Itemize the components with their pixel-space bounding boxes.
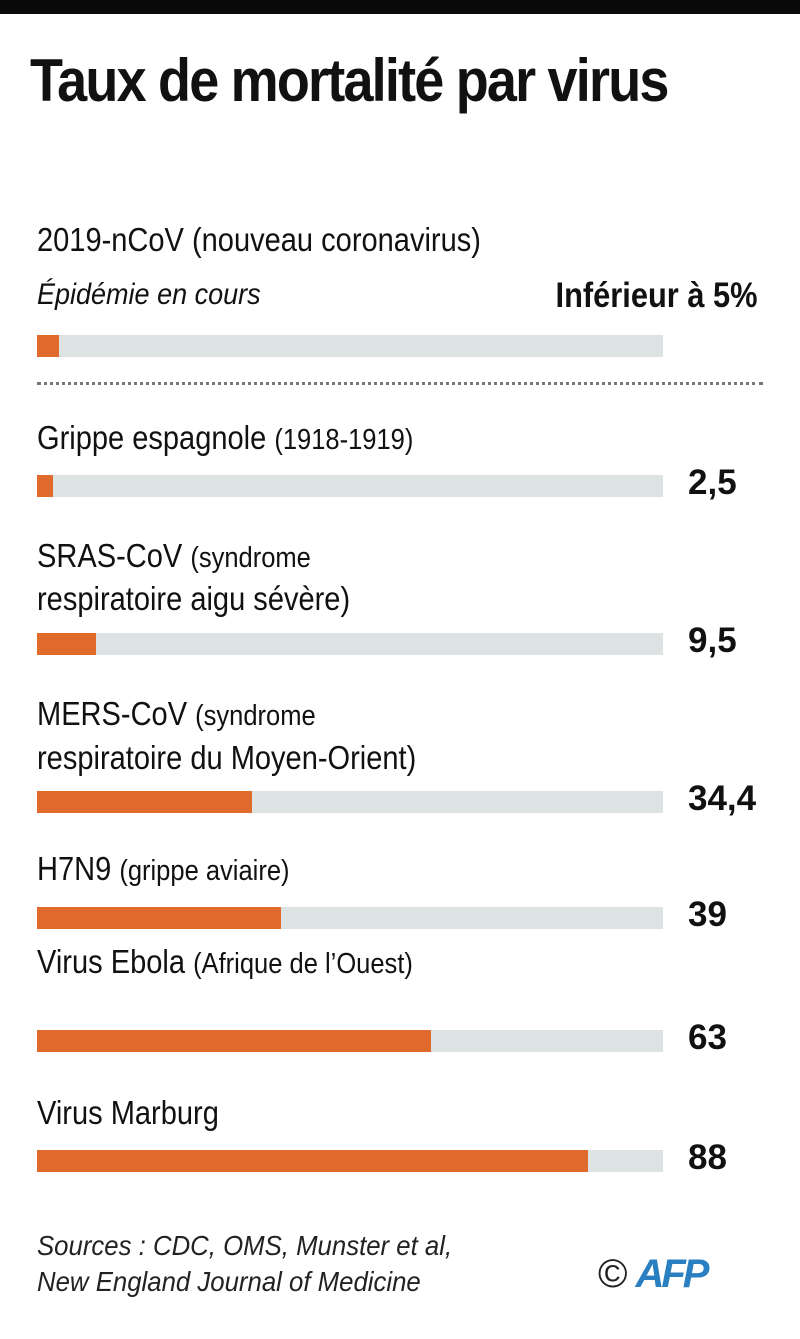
bar-label: SRAS-CoV (syndrome — [37, 536, 311, 578]
virus-detail: (grippe aviaire) — [119, 855, 290, 887]
bar-track — [37, 475, 663, 497]
virus-detail: (Afrique de l’Ouest) — [193, 948, 413, 980]
virus-name: Virus Ebola — [37, 943, 185, 980]
bar-label: H7N9 (grippe aviaire) — [37, 849, 290, 891]
bar-track — [37, 791, 663, 813]
bar-track — [37, 633, 663, 655]
highlight-label: 2019-nCoV (nouveau coronavirus) — [37, 220, 481, 260]
highlight-bar — [37, 335, 59, 357]
sources: Sources : CDC, OMS, Munster et al, New E… — [37, 1228, 452, 1300]
bar — [37, 907, 282, 929]
highlight-note: Épidémie en cours — [37, 278, 261, 311]
sources-line-1: Sources : CDC, OMS, Munster et al, — [37, 1230, 453, 1261]
bar — [37, 1030, 432, 1052]
afp-logo-text: AFP — [635, 1252, 709, 1296]
data-label: 39 — [688, 895, 727, 934]
virus-name: Virus Marburg — [37, 1094, 219, 1131]
copyright-symbol: © — [598, 1252, 628, 1296]
bar-track — [37, 1150, 663, 1172]
afp-logo: © AFP — [598, 1252, 709, 1297]
highlight-bar-track — [37, 335, 663, 357]
virus-detail: (1918-1919) — [274, 424, 414, 456]
bar — [37, 791, 253, 813]
sources-line-2: New England Journal of Medicine — [37, 1266, 421, 1297]
virus-detail-line-2: respiratoire aigu sévère) — [37, 580, 351, 617]
virus-detail-line-2: respiratoire du Moyen-Orient) — [37, 739, 417, 776]
bar-label: MERS-CoV (syndrome — [37, 694, 316, 736]
data-label: 2,5 — [688, 463, 737, 502]
bar-track — [37, 907, 663, 929]
highlight-value-label: Inférieur à 5% — [555, 276, 758, 315]
bar — [37, 633, 97, 655]
data-label: 9,5 — [688, 621, 737, 660]
highlight-detail: (nouveau coronavirus) — [191, 221, 481, 258]
virus-detail: (syndrome — [195, 700, 316, 732]
data-label: 34,4 — [688, 779, 757, 818]
data-label: 88 — [688, 1138, 727, 1177]
bar — [37, 475, 53, 497]
bar-label: Virus Marburg — [37, 1093, 219, 1135]
dotted-divider — [37, 382, 763, 385]
bar-label: Grippe espagnole (1918-1919) — [37, 418, 413, 460]
top-rule — [0, 0, 800, 14]
highlight-name: 2019-nCoV — [37, 221, 184, 258]
virus-name: MERS-CoV — [37, 695, 188, 732]
virus-detail: (syndrome — [190, 542, 311, 574]
bar — [37, 1150, 588, 1172]
chart-title: Taux de mortalité par virus — [30, 47, 669, 114]
bar-label: Virus Ebola (Afrique de l’Ouest) — [37, 942, 413, 984]
bar-track — [37, 1030, 663, 1052]
virus-name: Grippe espagnole — [37, 419, 267, 456]
virus-name: SRAS-CoV — [37, 537, 183, 574]
data-label: 63 — [688, 1018, 727, 1057]
virus-name: H7N9 — [37, 850, 112, 887]
